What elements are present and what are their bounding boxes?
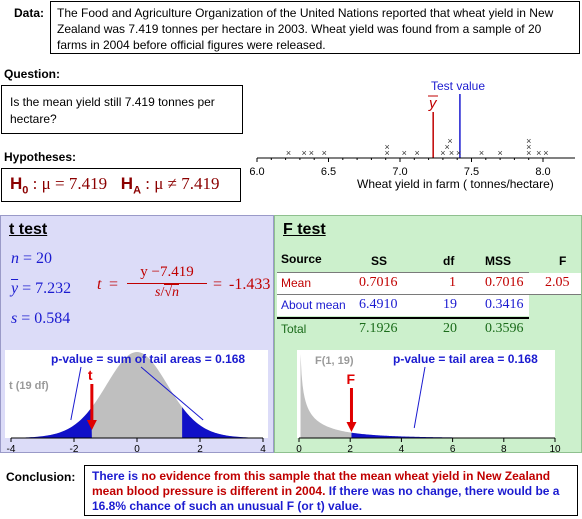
data-text: The Food and Agriculture Organization of… xyxy=(57,6,554,52)
t-tick-label: 4 xyxy=(260,444,266,452)
f-tick-label: 8 xyxy=(501,444,507,452)
dot-tick-label: 8.0 xyxy=(535,166,550,178)
s-line: s = 0.584 xyxy=(11,310,71,327)
f-tick-label: 6 xyxy=(450,444,456,452)
t-test-title: t test xyxy=(9,221,48,238)
ybar-line-text: y = 7.232 xyxy=(11,280,72,297)
alternative-hypothesis: HA : μ ≠ 7.419 xyxy=(120,174,220,197)
anova-table: Source SS df MSS F Mean 0.7016 1 0.7016 … xyxy=(277,248,581,340)
data-point: × xyxy=(526,148,531,158)
t-pvalue-text: p-value = sum of tail areas = 0.168 xyxy=(51,352,245,366)
f-marker-arrowhead xyxy=(346,422,357,432)
dot-tick-label: 7.5 xyxy=(464,166,479,178)
data-point: × xyxy=(526,136,531,146)
dot-tick-label: 7.0 xyxy=(392,166,407,178)
data-point: × xyxy=(415,148,420,158)
conclusion-label: Conclusion: xyxy=(6,470,76,484)
t-pvalue-arrow-right xyxy=(140,366,204,421)
n-line: n = 20 xyxy=(11,250,53,267)
test-value-label: Test value xyxy=(431,79,485,93)
t-fraction: y −7.419 s/√n xyxy=(127,264,207,301)
t-dist-label: t (19 df) xyxy=(9,380,49,392)
table-row: About mean 6.4910 19 0.3416 xyxy=(281,297,524,312)
t-marker-label: t xyxy=(88,367,93,383)
header-mss: MSS xyxy=(485,254,512,268)
hypotheses-label: Hypotheses: xyxy=(4,150,77,164)
f-distribution-chart: F(1, 19) p-value = tail area = 0.168 F 0… xyxy=(296,350,561,452)
data-point: × xyxy=(302,148,307,158)
data-point: × xyxy=(449,148,454,158)
table-row: Mean 0.7016 1 0.7016 2.05 xyxy=(281,275,570,290)
f-density-curve xyxy=(300,354,555,438)
data-point: × xyxy=(402,148,407,158)
f-pvalue-text: p-value = tail area = 0.168 xyxy=(393,352,538,366)
t-tick-label: -2 xyxy=(70,444,79,452)
header-f: F xyxy=(559,254,567,268)
dot-axis-ticks: 6.0 6.5 7.0 7.5 8.0 xyxy=(249,158,551,178)
t-test-panel: t test n = 20 y = 7.232 s = 0.584 t = y … xyxy=(0,215,274,453)
data-label: Data: xyxy=(14,6,45,20)
header-ss: SS xyxy=(371,254,388,268)
data-point: × xyxy=(479,148,484,158)
t-distribution-chart: t (19 df) p-value = sum of tail areas = … xyxy=(5,350,268,452)
data-point: × xyxy=(384,148,389,158)
f-tick-label: 10 xyxy=(549,444,561,452)
t-left-tail xyxy=(11,407,92,438)
data-point: × xyxy=(440,148,445,158)
question-text: Is the mean yield still 7.419 tonnes per… xyxy=(10,95,215,126)
f-test-panel: F test Source SS df MSS F Mean 0.7016 1 … xyxy=(274,215,582,453)
data-box: The Food and Agriculture Organization of… xyxy=(50,1,580,54)
f-tick-label: 0 xyxy=(296,444,302,452)
question-box: Is the mean yield still 7.419 tonnes per… xyxy=(1,85,243,134)
ybar-label: y xyxy=(428,95,438,112)
svg-text:y: y xyxy=(428,95,438,112)
dot-plot: Test value y × × × × ××× × ×××× × × × ×××× × 6.0 6.5… xyxy=(249,79,575,191)
f-tick-label: 2 xyxy=(347,444,353,452)
t-axis-ticks: -4 -2 0 2 4 xyxy=(7,438,266,452)
t-tick-label: 0 xyxy=(134,444,140,452)
data-point: × xyxy=(536,148,541,158)
dot-tick-label: 6.0 xyxy=(249,166,264,178)
t-density-curve xyxy=(11,352,263,438)
f-marker-label: F xyxy=(346,371,355,387)
f-tick-label: 4 xyxy=(399,444,405,452)
conclusion-box: There is no evidence from this sample th… xyxy=(84,465,578,516)
data-point: × xyxy=(526,142,531,152)
question-label: Question: xyxy=(4,67,60,81)
t-right-tail xyxy=(182,407,263,438)
data-point: × xyxy=(456,148,461,158)
t-pvalue-arrow-left xyxy=(70,366,82,421)
data-point: × xyxy=(447,136,452,146)
data-point: × xyxy=(384,142,389,152)
data-point: × xyxy=(309,148,314,158)
hypotheses-box: H0 : μ = 7.419 HA : μ ≠ 7.419 xyxy=(1,168,241,202)
header-df: df xyxy=(443,254,455,268)
data-point: × xyxy=(322,148,327,158)
table-row: Total 7.1926 20 0.3596 xyxy=(281,321,524,336)
dot-points: × × × × ××× × ×××× × × × ×××× × xyxy=(286,136,549,158)
dot-axis-label: Wheat yield in farm ( tonnes/hectare) xyxy=(357,177,554,191)
data-point: × xyxy=(445,142,450,152)
null-hypothesis: H0 : μ = 7.419 xyxy=(10,174,108,197)
t-tick-label: -4 xyxy=(7,444,16,452)
t-formula: t = y −7.419 s/√n = -1.433 xyxy=(97,264,271,301)
f-axis-ticks: 0 2 4 6 8 10 xyxy=(296,438,561,452)
t-marker-arrowhead xyxy=(86,420,97,430)
f-pvalue-arrow xyxy=(413,366,426,429)
f-dist-label: F(1, 19) xyxy=(315,355,354,367)
data-point: × xyxy=(286,148,291,158)
header-source: Source xyxy=(281,252,322,266)
t-tick-label: 2 xyxy=(197,444,203,452)
f-right-tail xyxy=(351,432,555,438)
dot-tick-label: 6.5 xyxy=(321,166,336,178)
data-point: × xyxy=(543,148,548,158)
f-test-title: F test xyxy=(283,221,326,238)
t-value: -1.433 xyxy=(229,276,271,293)
data-point: × xyxy=(497,148,502,158)
